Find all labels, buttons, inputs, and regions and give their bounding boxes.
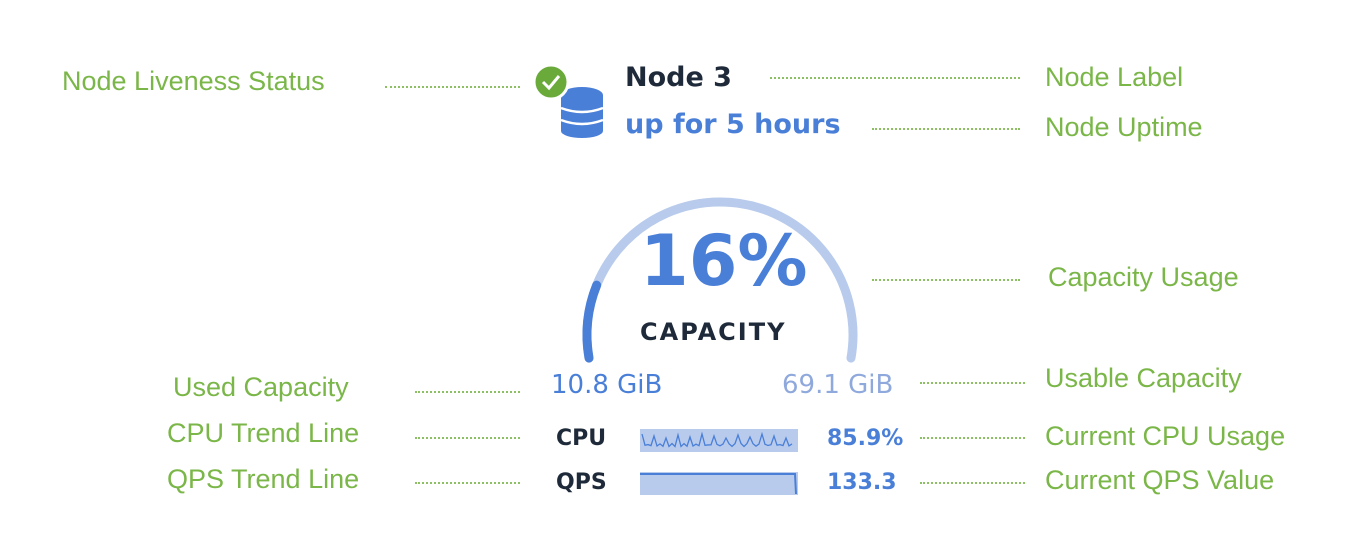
leader-line — [872, 128, 1020, 130]
annotation-qps-current: Current QPS Value — [1045, 465, 1275, 495]
leader-line — [872, 279, 1020, 281]
leader-line — [920, 482, 1025, 484]
capacity-percent: 16% — [640, 220, 808, 302]
leader-line — [385, 86, 520, 88]
liveness-check-icon — [532, 63, 570, 101]
capacity-caption: CAPACITY — [640, 318, 787, 346]
annotation-qps-trend: QPS Trend Line — [167, 464, 360, 494]
qps-trend-line — [640, 472, 798, 495]
annotation-capacity: Capacity Usage — [1048, 262, 1239, 292]
leader-line — [415, 482, 520, 484]
annotation-used: Used Capacity — [173, 372, 349, 402]
annotation-label: Node Label — [1045, 62, 1184, 92]
annotation-usable: Usable Capacity — [1045, 363, 1242, 393]
cpu-value: 85.9% — [827, 426, 904, 451]
usable-capacity: 69.1 GiB — [782, 370, 894, 400]
leader-line — [920, 437, 1025, 439]
annotation-uptime: Node Uptime — [1045, 112, 1203, 142]
cpu-label: CPU — [556, 426, 607, 451]
database-icon — [532, 63, 604, 138]
leader-line — [415, 391, 520, 393]
qps-label: QPS — [556, 470, 607, 495]
annotation-liveness: Node Liveness Status — [62, 66, 325, 96]
leader-line — [920, 382, 1025, 384]
gauge-fill — [582, 280, 602, 363]
leader-line — [415, 437, 520, 439]
cpu-trend-line — [640, 429, 798, 452]
capacity-gauge — [582, 197, 858, 363]
leader-line — [770, 77, 1020, 79]
annotation-cpu-trend: CPU Trend Line — [167, 418, 360, 448]
node-label[interactable]: Node 3 — [625, 62, 732, 93]
node-uptime: up for 5 hours — [625, 109, 841, 140]
qps-value: 133.3 — [827, 470, 897, 495]
used-capacity: 10.8 GiB — [551, 370, 663, 400]
annotation-cpu-current: Current CPU Usage — [1045, 421, 1286, 451]
